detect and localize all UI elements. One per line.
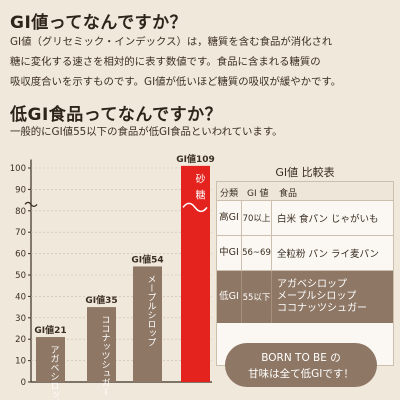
bar-category-label: 砂糖 — [193, 173, 205, 206]
bar-value-label: GI値54 — [131, 253, 163, 265]
row-value: 56~69 — [242, 236, 272, 270]
header-class: 分類 — [220, 189, 239, 199]
food-item: アガベシロップ — [277, 278, 347, 290]
food-item: メープルシロップ — [277, 290, 357, 302]
food-item: ココナッツシュガー — [277, 303, 367, 315]
page-title: GI値ってなんですか？ — [10, 13, 188, 33]
table-title: GI値 比較表 — [275, 166, 335, 179]
y-tick-label: 90 — [15, 185, 26, 195]
axis-break-mark — [24, 201, 38, 207]
row-value: 55以下 — [242, 271, 272, 323]
row-foods: アガベシロップ メープルシロップ ココナッツシュガー — [277, 271, 367, 323]
bar-category-label: メープルシロップ — [146, 274, 157, 346]
header-foods: 食品 — [279, 189, 298, 199]
y-tick-label: 70 — [15, 228, 26, 238]
bar — [133, 266, 162, 382]
table-row-mid: 中GI 56~69 全粒粉 パン ライ麦パン — [217, 236, 393, 271]
y-tick-label: 10 — [15, 357, 26, 367]
bar — [181, 165, 210, 382]
bar-value-label: GI値21 — [34, 324, 66, 336]
bar-break-mark — [182, 202, 208, 213]
bar — [36, 337, 65, 382]
y-tick-label: 0 — [21, 378, 26, 388]
y-tick-label: 100 — [10, 164, 26, 174]
row-class: 高GI — [217, 201, 242, 235]
intro-line-3: 吸収度合いを示すものです。GI値が低いほど糖質の吸収が緩やかです。 — [10, 76, 342, 88]
y-tick-label: 20 — [15, 335, 26, 345]
intro-line-2: 糖に変化する速さを相対的に表す数値です。食品に含まれる糖質の — [10, 56, 321, 68]
born-to-be-callout: BORN TO BE の 甘味は全て低GIです！ — [225, 343, 377, 387]
gi-comparison-table: 分類 GI 値 食品 高GI 70以上 白米 食パン じゃがいも 中GI 56~… — [216, 181, 394, 366]
section-heading: 低GI食品ってなんですか？ — [10, 105, 223, 125]
bar-value-label: GI値35 — [85, 294, 117, 306]
intro-line-1: GI値（グリセミック・インデックス）は，糖質を含む食品が消化され — [10, 36, 333, 48]
bar-value-label: GI値109 — [176, 153, 215, 165]
table-header: 分類 GI 値 食品 — [217, 182, 393, 201]
bar-category-label: ココナッツシュガー — [100, 315, 111, 396]
table-row-low: 低GI 55以下 アガベシロップ メープルシロップ ココナッツシュガー — [217, 271, 393, 323]
y-tick-label: 60 — [15, 250, 26, 260]
row-foods: 全粒粉 パン ライ麦パン — [277, 249, 379, 260]
header-gi-value: GI 値 — [247, 189, 269, 199]
callout-line-1: BORN TO BE の — [261, 352, 341, 364]
y-tick-label: 50 — [15, 271, 26, 281]
y-tick-label: 40 — [15, 292, 26, 302]
bar-category-label: アガベシロップ — [49, 345, 60, 400]
y-tick-label: 30 — [15, 314, 26, 324]
row-foods: 白米 食パン じゃがいも — [277, 214, 379, 225]
section-subtitle: 一般的にGI値55以下の食品が低GI食品といわれています。 — [10, 126, 283, 138]
bar — [87, 307, 116, 382]
table-row-high: 高GI 70以上 白米 食パン じゃがいも — [217, 201, 393, 236]
y-tick-label: 80 — [15, 207, 26, 217]
callout-line-2: 甘味は全て低GIです！ — [248, 368, 354, 380]
row-class: 低GI — [217, 271, 242, 323]
row-class: 中GI — [217, 236, 242, 270]
row-value: 70以上 — [242, 201, 272, 235]
